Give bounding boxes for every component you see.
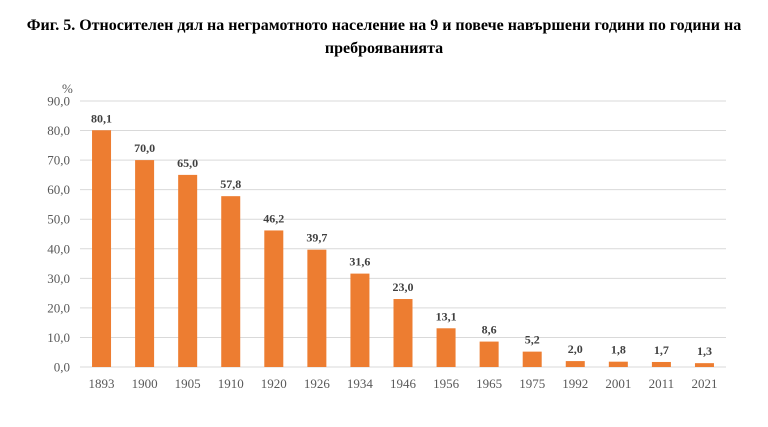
x-tick-label: 1926 — [304, 376, 331, 391]
x-tick-label: 1905 — [175, 376, 201, 391]
bar — [608, 361, 628, 367]
y-tick-label: 10,0 — [47, 330, 70, 345]
x-tick-label: 1965 — [476, 376, 502, 391]
bar — [178, 174, 198, 367]
y-tick-label: 40,0 — [47, 241, 70, 256]
data-label: 23,0 — [393, 280, 414, 294]
x-tick-label: 1956 — [433, 376, 460, 391]
bar — [393, 299, 413, 367]
y-axis: 0,0 10,0 20,0 30,0 40,0 50,0 60,0 70,0 80,0 90,0 — [47, 94, 70, 375]
x-tick-label: 1900 — [132, 376, 158, 391]
x-tick-label: 1893 — [89, 376, 115, 391]
data-labels: 80,1 70,0 65,0 57,8 46,2 39,7 31,6 23,0 13,1 8,6 5… — [91, 111, 712, 358]
x-tick-label: 1920 — [261, 376, 287, 391]
data-label: 70,0 — [134, 141, 155, 155]
y-axis-unit-label: % — [62, 81, 73, 96]
y-tick-label: 50,0 — [47, 212, 70, 227]
y-tick-label: 20,0 — [47, 300, 70, 315]
bar — [264, 230, 284, 367]
bar — [694, 363, 714, 367]
bar — [135, 160, 155, 367]
x-tick-label: 2021 — [691, 376, 717, 391]
bar — [436, 328, 456, 367]
x-axis: 1893 1900 1905 1910 1920 1926 1934 1946 1956 1965… — [89, 376, 718, 391]
bar — [651, 361, 671, 367]
x-tick-label: 1946 — [390, 376, 417, 391]
data-label: 57,8 — [220, 177, 241, 191]
x-tick-label: 1910 — [218, 376, 244, 391]
data-label: 1,7 — [654, 343, 669, 357]
y-tick-label: 90,0 — [47, 94, 70, 109]
data-label: 46,2 — [263, 211, 284, 225]
x-tick-label: 2011 — [649, 376, 675, 391]
data-label: 13,1 — [436, 309, 457, 323]
y-tick-label: 30,0 — [47, 271, 70, 286]
data-label: 1,3 — [697, 344, 712, 358]
bar — [92, 130, 112, 367]
y-tick-label: 80,0 — [47, 123, 70, 138]
y-tick-label: 0,0 — [54, 360, 70, 375]
data-label: 39,7 — [306, 231, 327, 245]
bar — [522, 351, 542, 367]
bar — [565, 361, 585, 367]
data-label: 1,8 — [611, 343, 626, 357]
bars — [92, 130, 714, 367]
data-label: 8,6 — [482, 323, 497, 337]
data-label: 65,0 — [177, 156, 198, 170]
bar — [350, 273, 370, 367]
x-tick-label: 2001 — [605, 376, 631, 391]
x-tick-label: 1975 — [519, 376, 545, 391]
data-label: 2,0 — [568, 342, 583, 356]
data-label: 80,1 — [91, 111, 112, 125]
y-tick-label: 70,0 — [47, 153, 70, 168]
data-label: 5,2 — [525, 333, 540, 347]
chart-title: Фиг. 5. Относителен дял на неграмотното … — [26, 17, 742, 57]
y-tick-label: 60,0 — [47, 182, 70, 197]
data-label: 31,6 — [349, 255, 370, 269]
x-tick-label: 1992 — [562, 376, 588, 391]
bar — [307, 249, 327, 367]
bar — [479, 341, 499, 367]
x-tick-label: 1934 — [347, 376, 374, 391]
bar — [221, 196, 241, 367]
